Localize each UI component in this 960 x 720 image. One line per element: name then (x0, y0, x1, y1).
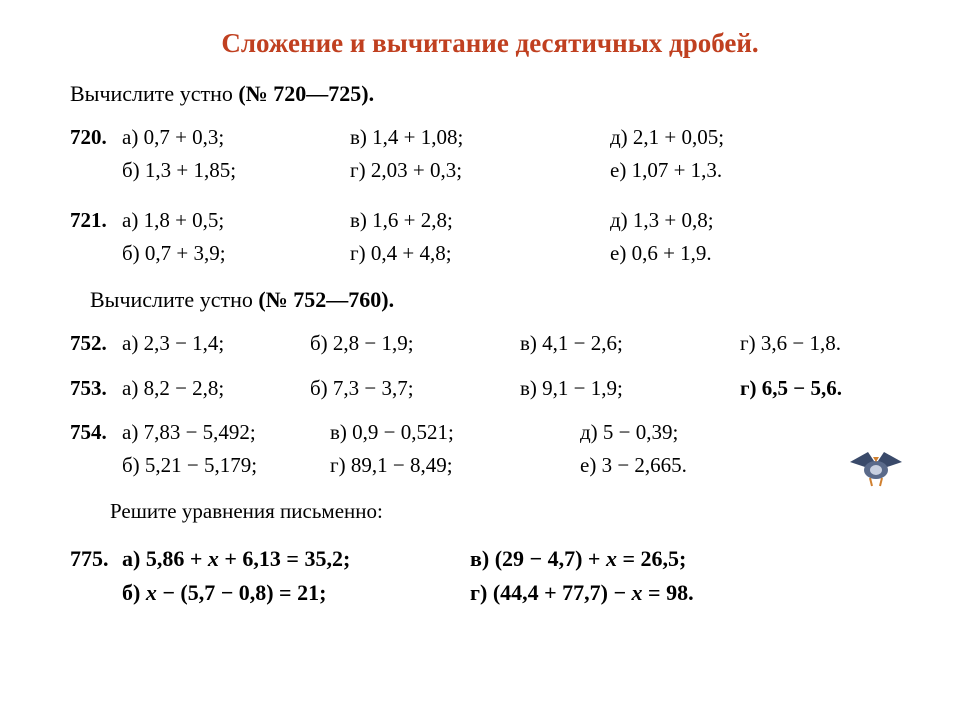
problem-754-d: д) 5 − 0,39; (580, 416, 678, 449)
problem-752-v: в) 4,1 − 2,6; (520, 327, 740, 360)
problem-720-e: е) 1,07 + 1,3. (610, 154, 722, 187)
problem-753: 753.а) 8,2 − 2,8; б) 7,3 − 3,7; в) 9,1 −… (70, 372, 910, 405)
problem-754: 754.а) 7,83 − 5,492; в) 0,9 − 0,521; д) … (70, 416, 910, 481)
problem-775-g-post: = 98. (643, 580, 694, 605)
instruction-2-range: (№ 752—760). (258, 287, 394, 312)
problem-720: 720.а) 0,7 + 0,3; в) 1,4 + 1,08; д) 2,1 … (70, 121, 910, 186)
instruction-3: Решите уравнения письменно: (70, 499, 910, 524)
problem-720-d: д) 2,1 + 0,05; (610, 121, 724, 154)
problem-720-v: в) 1,4 + 1,08; (350, 121, 610, 154)
problem-775-a-pre: а) 5,86 + (122, 546, 208, 571)
problem-775-a-post: + 6,13 = 35,2; (219, 546, 350, 571)
problem-754-g: г) 89,1 − 8,49; (330, 449, 580, 482)
problem-775-b-pre: б) (122, 580, 146, 605)
instruction-1-text: Вычислите устно (70, 81, 238, 106)
problem-775-v-pre: в) (29 − 4,7) + (470, 546, 606, 571)
problem-752: 752.а) 2,3 − 1,4; б) 2,8 − 1,9; в) 4,1 −… (70, 327, 910, 360)
variable-x: x (208, 546, 219, 571)
page-title: Сложение и вычитание десятичных дробей. (70, 28, 910, 59)
problem-754-a: а) 7,83 − 5,492; (122, 420, 256, 444)
problem-775-g-pre: г) (44,4 + 77,7) − (470, 580, 632, 605)
problem-721-d: д) 1,3 + 0,8; (610, 204, 714, 237)
problem-754-e: е) 3 − 2,665. (580, 449, 687, 482)
problem-721-a: а) 1,8 + 0,5; (122, 208, 224, 232)
problem-number: 775. (70, 542, 122, 576)
problem-754-v: в) 0,9 − 0,521; (330, 416, 580, 449)
problem-number: 720. (70, 121, 122, 154)
problem-number: 753. (70, 372, 122, 405)
problem-721-e: е) 0,6 + 1,9. (610, 237, 712, 270)
instruction-1-range: (№ 720—725). (238, 81, 374, 106)
problem-753-b: б) 7,3 − 3,7; (310, 372, 520, 405)
instruction-1: Вычислите устно (№ 720—725). (70, 81, 910, 107)
problem-753-g: г) 6,5 − 5,6. (740, 372, 842, 405)
problem-753-a: а) 8,2 − 2,8; (122, 376, 224, 400)
problem-752-g: г) 3,6 − 1,8. (740, 327, 841, 360)
problem-721-v: в) 1,6 + 2,8; (350, 204, 610, 237)
problem-775-b-post: − (5,7 − 0,8) = 21; (157, 580, 327, 605)
problem-752-b: б) 2,8 − 1,9; (310, 327, 520, 360)
variable-x: x (606, 546, 617, 571)
instruction-2-text: Вычислите устно (90, 287, 258, 312)
problem-775-v-post: = 26,5; (617, 546, 686, 571)
problem-720-b: б) 1,3 + 1,85; (70, 154, 350, 187)
problem-720-a: а) 0,7 + 0,3; (122, 125, 224, 149)
problem-720-g: г) 2,03 + 0,3; (350, 154, 610, 187)
problem-752-a: а) 2,3 − 1,4; (122, 331, 224, 355)
variable-x: x (632, 580, 643, 605)
problem-754-b: б) 5,21 − 5,179; (70, 449, 330, 482)
instruction-2: Вычислите устно (№ 752—760). (70, 287, 910, 313)
problem-753-v: в) 9,1 − 1,9; (520, 372, 740, 405)
variable-x: x (146, 580, 157, 605)
problem-775: 775.а) 5,86 + x + 6,13 = 35,2; в) (29 − … (70, 542, 910, 610)
problem-number: 752. (70, 327, 122, 360)
bird-icon (840, 444, 912, 488)
problem-721: 721.а) 1,8 + 0,5; в) 1,6 + 2,8; д) 1,3 +… (70, 204, 910, 269)
problem-721-b: б) 0,7 + 3,9; (70, 237, 350, 270)
problem-number: 721. (70, 204, 122, 237)
problem-721-g: г) 0,4 + 4,8; (350, 237, 610, 270)
problem-number: 754. (70, 416, 122, 449)
